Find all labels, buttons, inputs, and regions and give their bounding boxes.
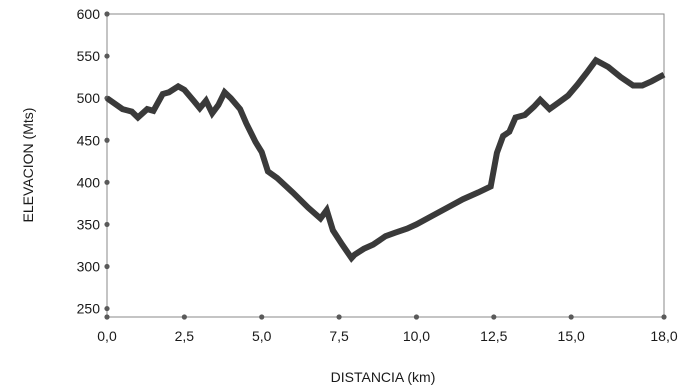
y-tick-mark [104,137,110,143]
y-tick-mark [104,263,110,270]
y-tick-label: 250 [77,301,101,317]
x-axis-ticks: 0,0 2,5 5,0 7,5 10,0 12,5 15,0 18,0 [97,314,678,344]
x-tick-mark [661,314,667,320]
x-tick-label: 12,5 [480,328,507,344]
y-tick-label: 550 [77,48,101,64]
x-tick-label: 10,0 [403,328,430,344]
x-axis-label: DISTANCIA (km) [331,369,436,385]
x-tick-label: 2,5 [175,328,195,344]
x-tick-label: 5,0 [252,328,272,344]
elevation-series-line [105,56,666,263]
y-tick-mark [104,11,110,17]
y-tick-mark [104,179,110,185]
y-tick-label: 500 [77,90,101,106]
y-tick-label: 400 [77,174,101,190]
series-lines [105,56,666,263]
x-tick-mark [413,314,420,320]
y-tick-label: 600 [77,6,101,22]
plot-frame [106,13,665,318]
y-tick-label: 300 [77,259,101,275]
y-tick-label: 450 [77,132,101,148]
x-tick-mark [491,314,497,320]
x-tick-label: 0,0 [97,328,117,344]
x-tick-mark [104,314,110,320]
x-tick-mark [568,314,574,320]
y-tick-mark [104,53,110,59]
x-tick-mark [259,314,265,320]
y-axis-ticks: 250 300 350 400 450 500 550 600 [77,6,110,317]
x-tick-mark [336,314,342,320]
x-tick-label: 15,0 [558,328,585,344]
y-tick-mark [104,221,110,228]
x-tick-label: 7,5 [329,328,349,344]
y-axis-label: ELEVACION (Mts) [20,108,36,223]
y-tick-label: 350 [77,216,101,232]
chart-axes [106,13,665,318]
x-tick-label: 18,0 [650,328,677,344]
y-tick-mark [104,305,110,312]
x-tick-mark [181,314,187,320]
